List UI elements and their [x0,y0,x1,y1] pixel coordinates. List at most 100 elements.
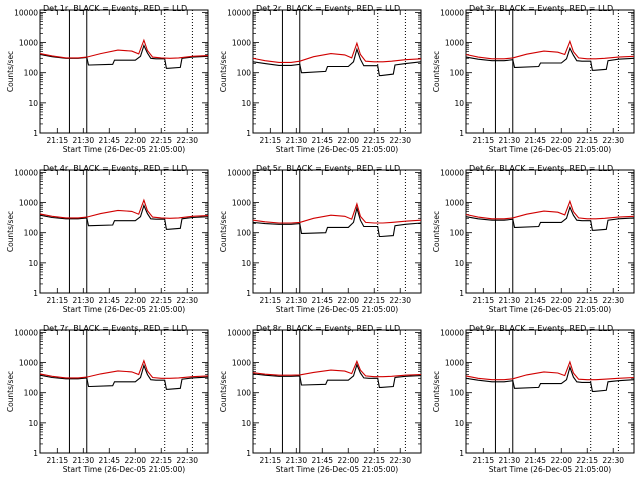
events-series-line [252,47,422,77]
events-series-line [465,205,635,231]
lld-series-line [39,38,209,59]
x-tick-label: 22:30 [176,456,198,465]
y-axis-label: Counts/sec [432,371,441,412]
y-axis-label: Counts/sec [6,211,15,252]
panel-title: Det 5r, BLACK = Events, RED = LLD [256,164,400,173]
y-tick-label: 1 [459,449,464,458]
x-tick-label: 22:15 [150,136,172,145]
y-tick-label: 100 [237,389,252,398]
x-tick-label: 22:00 [550,296,572,305]
x-tick-label: 21:15 [260,456,282,465]
chart-panel-1: 1 10 100 1000 10000 21:15 21:30 21:45 22:00 22:15… [6,4,209,154]
y-axis-label: Counts/sec [432,211,441,252]
x-tick-label: 22:15 [363,136,385,145]
x-tick-label: 22:30 [602,456,624,465]
panel-title: Det 7r, BLACK = Events, RED = LLD [43,324,187,333]
y-tick-label: 100 [24,389,39,398]
x-tick-label: 22:00 [550,456,572,465]
y-tick-label: 10000 [14,168,38,177]
x-tick-label: 22:15 [576,456,598,465]
x-tick-label: 21:15 [260,296,282,305]
y-tick-label: 1000 [445,359,464,368]
y-tick-label: 1 [459,129,464,138]
y-tick-label: 10000 [440,168,464,177]
x-tick-label: 22:15 [150,296,172,305]
y-tick-label: 1000 [232,39,251,48]
panel-title: Det 8r, BLACK = Events, RED = LLD [256,324,400,333]
y-tick-label: 100 [237,69,252,78]
x-tick-label: 21:30 [285,296,307,305]
x-tick-label: 21:45 [524,296,546,305]
x-tick-label: 21:15 [47,296,69,305]
x-tick-label: 21:15 [260,136,282,145]
plot-frame [465,9,635,134]
y-tick-label: 10 [454,99,464,108]
y-tick-label: 10000 [14,328,38,337]
x-tick-label: 22:00 [550,136,572,145]
panel-title: Det 3r, BLACK = Events, RED = LLD [469,4,613,13]
y-axis-label: Counts/sec [219,51,228,92]
x-tick-label: 21:45 [524,136,546,145]
events-series-line [39,363,209,390]
plot-frame [252,9,422,134]
x-axis-label: Start Time (26-Dec-05 21:05:00) [489,465,611,474]
x-axis-label: Start Time (26-Dec-05 21:05:00) [63,145,185,154]
y-tick-label: 1000 [445,199,464,208]
y-axis-label: Counts/sec [6,51,15,92]
y-tick-label: 10000 [440,8,464,17]
y-tick-label: 1 [33,449,38,458]
y-tick-label: 10 [241,419,251,428]
x-tick-label: 21:45 [98,136,120,145]
plot-frame [39,9,209,134]
events-series-line [465,46,635,71]
events-series-line [252,363,422,388]
plot-frame [39,329,209,454]
chart-panel-6: 1 10 100 1000 10000 21:15 21:30 21:45 22:00 22:15… [432,164,635,314]
x-tick-label: 22:15 [576,296,598,305]
panel-title: Det 1r, BLACK = Events, RED = LLD [43,4,187,13]
y-tick-label: 10 [241,99,251,108]
x-tick-label: 21:45 [311,296,333,305]
y-tick-label: 1 [33,289,38,298]
x-tick-label: 22:15 [576,136,598,145]
y-tick-label: 10 [28,259,38,268]
chart-panel-3: 1 10 100 1000 10000 21:15 21:30 21:45 22:00 22:15… [432,4,635,154]
x-tick-label: 22:30 [389,296,411,305]
lld-series-line [39,198,209,219]
x-tick-label: 21:30 [72,296,94,305]
x-tick-label: 22:15 [363,296,385,305]
y-tick-label: 1000 [445,39,464,48]
x-tick-label: 22:00 [337,136,359,145]
x-axis-label: Start Time (26-Dec-05 21:05:00) [63,305,185,314]
x-tick-label: 21:45 [524,456,546,465]
plot-frame [465,169,635,294]
plot-frame [252,329,422,454]
lld-series-line [39,359,209,379]
y-tick-label: 10 [241,259,251,268]
chart-panel-8: 1 10 100 1000 10000 21:15 21:30 21:45 22:00 22:15… [219,324,422,474]
x-tick-label: 22:30 [176,136,198,145]
x-tick-label: 21:30 [72,456,94,465]
y-tick-label: 1 [33,129,38,138]
x-tick-label: 21:45 [311,456,333,465]
x-tick-label: 22:00 [337,456,359,465]
y-tick-label: 1000 [232,359,251,368]
lld-series-line [465,199,635,220]
x-axis-label: Start Time (26-Dec-05 21:05:00) [276,145,398,154]
y-axis-label: Counts/sec [219,211,228,252]
y-tick-label: 10 [454,259,464,268]
x-tick-label: 21:15 [473,296,495,305]
x-tick-label: 21:30 [498,296,520,305]
x-tick-label: 22:00 [337,296,359,305]
x-tick-label: 21:30 [285,456,307,465]
events-series-line [252,206,422,238]
y-tick-label: 10 [28,419,38,428]
y-tick-label: 1 [459,289,464,298]
x-tick-label: 21:15 [47,136,69,145]
x-tick-label: 22:00 [124,456,146,465]
x-tick-label: 22:30 [389,456,411,465]
panel-title: Det 6r, BLACK = Events, RED = LLD [469,164,613,173]
x-tick-label: 21:15 [47,456,69,465]
y-tick-label: 100 [450,69,465,78]
